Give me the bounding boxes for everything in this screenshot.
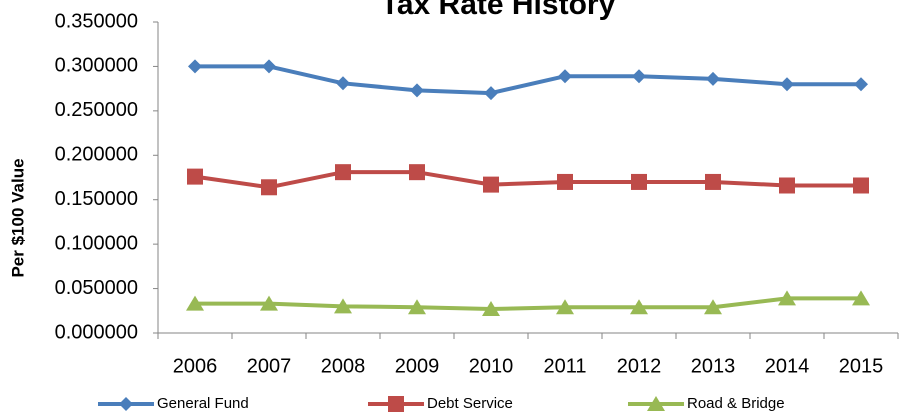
data-point <box>630 299 648 315</box>
y-tick-label: 0.350000 <box>55 10 138 32</box>
data-point <box>706 71 720 86</box>
x-tick-label: 2009 <box>395 355 440 377</box>
y-tick-label: 0.300000 <box>55 55 138 77</box>
data-point <box>631 173 647 190</box>
legend-marker <box>647 396 665 411</box>
data-point <box>853 177 869 194</box>
y-tick-label: 0.150000 <box>55 188 138 210</box>
x-tick-label: 2011 <box>543 355 586 377</box>
legend-marker <box>388 396 404 412</box>
data-point <box>335 164 351 181</box>
x-tick-label: 2010 <box>469 355 514 377</box>
data-point <box>262 59 276 74</box>
series-line <box>195 64 861 96</box>
data-point <box>779 177 795 194</box>
data-point <box>261 179 277 196</box>
y-axis-label: Per $100 Value <box>8 158 27 277</box>
data-point <box>632 69 646 84</box>
y-tick-label: 0.250000 <box>55 99 138 121</box>
data-point <box>186 295 204 311</box>
y-tick-label: 0.100000 <box>55 232 138 254</box>
data-point <box>778 290 796 306</box>
data-point <box>334 298 352 314</box>
series-line <box>195 296 861 312</box>
data-point <box>780 77 794 92</box>
data-point <box>188 59 202 74</box>
x-tick-label: 2008 <box>321 355 366 377</box>
data-point <box>187 168 203 185</box>
data-point <box>482 301 500 317</box>
y-tick-label: 0.200000 <box>55 144 138 166</box>
y-tick-label: 0.000000 <box>55 321 138 343</box>
x-tick-label: 2013 <box>691 355 736 377</box>
legend-label: Debt Service <box>427 395 513 412</box>
series-line <box>194 170 861 190</box>
data-point <box>409 164 425 181</box>
data-point <box>557 173 573 190</box>
data-point <box>410 83 424 98</box>
chart-title: Tax Rate History <box>381 0 616 21</box>
legend-marker <box>119 397 133 411</box>
x-tick-label: 2015 <box>839 355 884 377</box>
x-tick-label: 2014 <box>765 355 810 377</box>
data-point <box>705 173 721 190</box>
data-point <box>336 76 350 91</box>
y-tick-label: 0.050000 <box>55 277 138 299</box>
x-tick-label: 2006 <box>173 355 218 377</box>
legend-label: General Fund <box>157 395 249 412</box>
data-point <box>852 290 870 306</box>
data-point <box>556 299 574 315</box>
data-point <box>704 299 722 315</box>
x-tick-label: 2012 <box>617 355 662 377</box>
x-tick-label: 2007 <box>247 355 292 377</box>
data-point <box>854 77 868 92</box>
legend-label: Road & Bridge <box>687 395 785 412</box>
data-point <box>484 86 498 101</box>
data-point <box>483 176 499 193</box>
data-point <box>260 295 278 311</box>
data-point <box>558 69 572 84</box>
data-point <box>408 299 426 315</box>
